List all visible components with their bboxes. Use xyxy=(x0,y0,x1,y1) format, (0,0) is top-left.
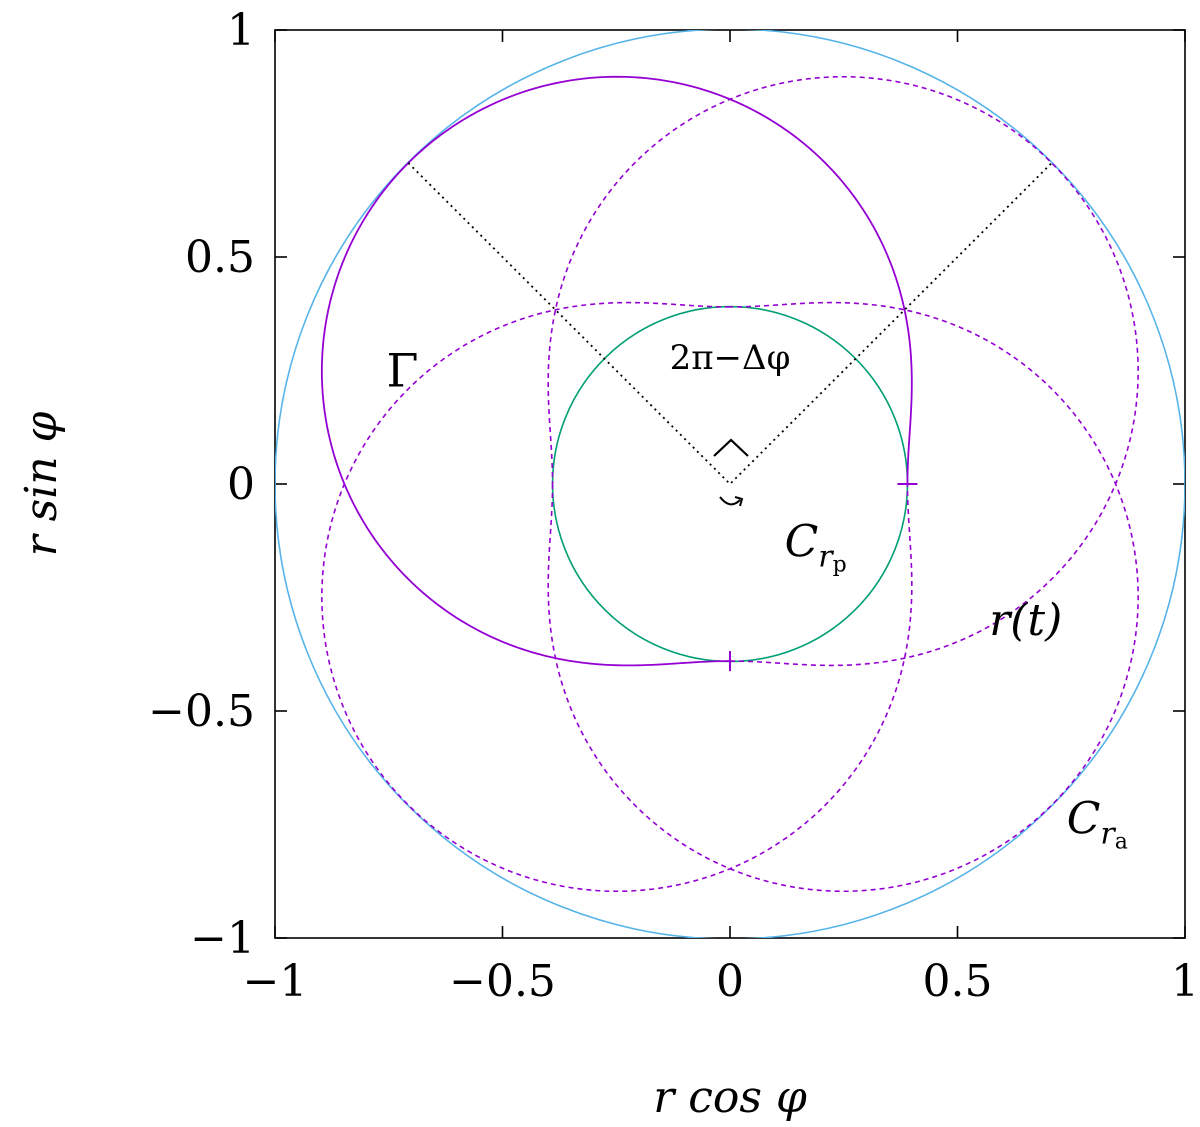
circle-ra-label: Cra xyxy=(1067,794,1128,855)
y-tick-label: 1 xyxy=(227,5,255,56)
gamma-label: Γ xyxy=(386,344,418,398)
x-axis-label: r cos φ xyxy=(653,1072,807,1123)
circle-ra-label-sub: r xyxy=(1100,817,1116,852)
r-t-label: r(t) xyxy=(989,595,1062,646)
axis-ticks: −1 −0.5 0 0.5 1 −1 −0.5 0 0.5 1 xyxy=(148,5,1199,1007)
x-tick-label: −0.5 xyxy=(449,956,556,1007)
plot-frame xyxy=(274,29,1186,939)
x-tick-label: 0.5 xyxy=(923,956,993,1007)
series-circle-ra xyxy=(275,30,1185,938)
rotation-arrowhead-icon xyxy=(734,496,744,507)
circle-rp-label-base: C xyxy=(785,517,819,568)
circle-rp-label-sub: r xyxy=(818,540,834,575)
circle-ra-label-base: C xyxy=(1067,794,1101,845)
rotation-direction-icon xyxy=(719,496,741,506)
x-tick-label: 0 xyxy=(716,956,744,1007)
series-orbit-gamma xyxy=(320,75,913,667)
y-tick-label: −0.5 xyxy=(148,686,255,737)
y-axis-label: r sin φ xyxy=(16,411,67,556)
apsides-dotted-line xyxy=(407,162,1053,486)
circle-rp-label: Crp xyxy=(785,517,847,578)
y-tick-label: 0 xyxy=(227,459,255,510)
angle-arc-marker xyxy=(713,438,749,457)
y-tick-label: −1 xyxy=(190,913,255,964)
circle-rp-label-subsub: p xyxy=(833,553,847,578)
y-tick-label: 0.5 xyxy=(185,232,255,283)
x-tick-label: −1 xyxy=(243,956,308,1007)
apsis-markers xyxy=(729,483,918,672)
angle-annotation: 2π−Δφ xyxy=(670,338,791,378)
circle-ra-label-subsub: a xyxy=(1115,830,1128,855)
x-tick-label: 1 xyxy=(1171,956,1199,1007)
